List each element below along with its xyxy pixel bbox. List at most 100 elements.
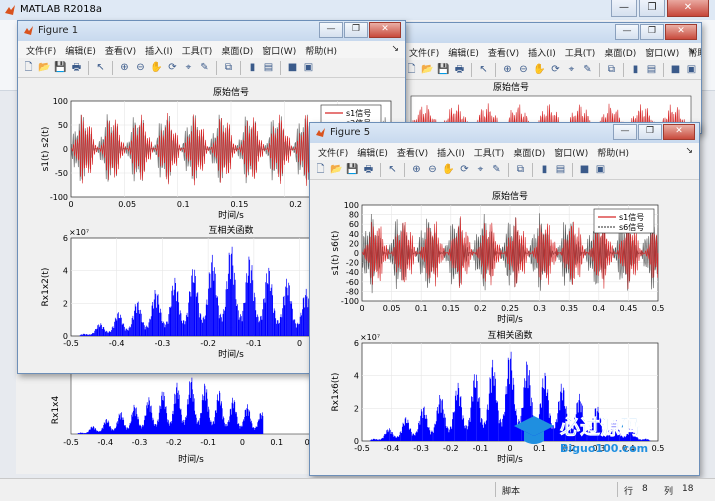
print-icon[interactable]: 🖶: [363, 164, 374, 175]
figure-back-menu-item[interactable]: 窗口(W): [645, 49, 680, 59]
top-ytick-label: -100: [341, 297, 359, 306]
figure-5-menu-item[interactable]: 桌面(D): [513, 149, 546, 159]
pointer-icon[interactable]: ↖: [96, 62, 105, 73]
hide-tools-icon[interactable]: ■: [579, 164, 590, 175]
minimize-button[interactable]: —: [611, 0, 637, 17]
brush-icon[interactable]: ✎: [492, 164, 501, 175]
figure-5-menu-item[interactable]: 文件(F): [318, 149, 349, 159]
colorbar-icon[interactable]: ▮: [632, 64, 639, 75]
top-xtick-label: 0.4: [592, 304, 605, 313]
figure-window-back[interactable]: — ❐ ✕ 文件(F) 编辑(E) 查看(V) 插入(I) 工具(T) 桌面(D) 窗口(W…: [400, 22, 702, 134]
zoom-out-icon[interactable]: ⊖: [136, 62, 145, 73]
pan-icon[interactable]: ✋: [150, 62, 163, 73]
link-plot-icon[interactable]: ⧉: [607, 64, 616, 75]
new-file-icon[interactable]: 🗋: [407, 64, 416, 75]
figure-5-menu-item[interactable]: 工具(T): [473, 149, 505, 159]
pan-icon[interactable]: ✋: [533, 64, 546, 75]
rotate-icon[interactable]: ⟳: [460, 164, 469, 175]
top-plot-ylabel: s1(t) s6(t): [331, 231, 341, 276]
hide-tools-icon[interactable]: ■: [670, 64, 681, 75]
figure-5-menu-item[interactable]: 窗口(W): [554, 149, 589, 159]
save-icon[interactable]: 💾: [346, 164, 359, 175]
watermark: 必过源码 Biguo100.com: [510, 408, 690, 458]
figure-back-restore-button[interactable]: ❐: [640, 24, 664, 40]
colorbar-icon[interactable]: ▮: [249, 62, 256, 73]
figure-back-menu-item[interactable]: 文件(F): [409, 49, 440, 59]
legend-entry: s1信号: [619, 212, 644, 222]
figure-1-menu-item[interactable]: 文件(F): [26, 47, 57, 57]
legend-icon[interactable]: ▤: [555, 164, 566, 175]
figure-1-menu-item[interactable]: 查看(V): [104, 47, 137, 57]
brush-icon[interactable]: ✎: [583, 64, 592, 75]
figure-5-menu-item[interactable]: 插入(I): [437, 149, 465, 159]
restore-button[interactable]: ❐: [639, 0, 665, 17]
link-plot-icon[interactable]: ⧉: [224, 62, 233, 73]
top-xtick-label: 0: [68, 200, 73, 209]
figure-1-minimize-button[interactable]: —: [319, 22, 343, 38]
open-folder-icon[interactable]: 📂: [38, 62, 51, 73]
menubar-dock-arrow-icon[interactable]: ↘: [685, 146, 693, 156]
figure-1-menu-item[interactable]: 编辑(E): [65, 47, 96, 57]
figure-1-menu-item[interactable]: 工具(T): [181, 47, 213, 57]
figure-back-menu-item[interactable]: 工具(T): [564, 49, 596, 59]
figure-5-menu-item[interactable]: 帮助(H): [597, 149, 629, 159]
data-cursor-icon[interactable]: ⌖: [477, 164, 484, 175]
figure-5-window[interactable]: Figure 5 — ❐ ✕ 文件(F) 编辑(E) 查看(V) 插入(I) 工具(T)…: [309, 122, 700, 476]
legend-icon[interactable]: ▤: [263, 62, 274, 73]
menubar-dock-arrow-icon[interactable]: ↘: [391, 44, 399, 54]
new-file-icon[interactable]: 🗋: [316, 164, 325, 175]
open-folder-icon[interactable]: 📂: [421, 64, 434, 75]
zoom-out-icon[interactable]: ⊖: [428, 164, 437, 175]
top-ytick-label: -50: [55, 169, 68, 178]
dock-icon[interactable]: ▣: [595, 164, 606, 175]
new-file-icon[interactable]: 🗋: [24, 62, 33, 73]
save-icon[interactable]: 💾: [437, 64, 450, 75]
print-icon[interactable]: 🖶: [454, 64, 465, 75]
colorbar-icon[interactable]: ▮: [541, 164, 548, 175]
zoom-out-icon[interactable]: ⊖: [519, 64, 528, 75]
open-folder-icon[interactable]: 📂: [330, 164, 343, 175]
figure-back-menu-item[interactable]: 插入(I): [528, 49, 556, 59]
legend-icon[interactable]: ▤: [646, 64, 657, 75]
figure-back-close-button[interactable]: ✕: [665, 24, 697, 40]
figure-back-menu-item[interactable]: 帮助(H): [688, 49, 701, 59]
zoom-in-icon[interactable]: ⊕: [412, 164, 421, 175]
figure-1-title: Figure 1: [38, 25, 79, 36]
figure-back-menu-item[interactable]: 查看(V): [487, 49, 520, 59]
signal-s1-line: [361, 216, 659, 289]
dock-icon[interactable]: ▣: [686, 64, 697, 75]
zoom-in-icon[interactable]: ⊕: [503, 64, 512, 75]
figure-5-minimize-button[interactable]: —: [613, 124, 637, 140]
figure-1-menu-item[interactable]: 插入(I): [145, 47, 173, 57]
figure-5-legend[interactable]: [593, 208, 655, 234]
toolbar-separator: [280, 60, 281, 75]
brush-icon[interactable]: ✎: [200, 62, 209, 73]
figure-5-close-button[interactable]: ✕: [663, 124, 695, 140]
close-button[interactable]: ✕: [667, 0, 709, 17]
zoom-in-icon[interactable]: ⊕: [120, 62, 129, 73]
rotate-icon[interactable]: ⟳: [168, 62, 177, 73]
figure-5-restore-button[interactable]: ❐: [638, 124, 662, 140]
figure-back-toolbar: 🗋 📂 💾 🖶 ↖ ⊕ ⊖ ✋ ⟳ ⌖ ✎ ⧉ ▮ ▤ ■ ▣: [401, 60, 701, 80]
pointer-icon[interactable]: ↖: [479, 64, 488, 75]
figure-back-minimize-button[interactable]: —: [615, 24, 639, 40]
figure-1-menu-item[interactable]: 帮助(H): [305, 47, 337, 57]
link-plot-icon[interactable]: ⧉: [516, 164, 525, 175]
figure-back-menu-item[interactable]: 桌面(D): [604, 49, 637, 59]
dock-icon[interactable]: ▣: [303, 62, 314, 73]
figure-1-restore-button[interactable]: ❐: [344, 22, 368, 38]
figure-1-menu-item[interactable]: 窗口(W): [262, 47, 297, 57]
save-icon[interactable]: 💾: [54, 62, 67, 73]
data-cursor-icon[interactable]: ⌖: [185, 62, 192, 73]
pan-icon[interactable]: ✋: [442, 164, 455, 175]
figure-5-menu-item[interactable]: 编辑(E): [357, 149, 388, 159]
figure-5-menu-item[interactable]: 查看(V): [396, 149, 429, 159]
figure-back-menu-item[interactable]: 编辑(E): [448, 49, 479, 59]
pointer-icon[interactable]: ↖: [388, 164, 397, 175]
data-cursor-icon[interactable]: ⌖: [568, 64, 575, 75]
rotate-icon[interactable]: ⟳: [551, 64, 560, 75]
hide-tools-icon[interactable]: ■: [287, 62, 298, 73]
figure-1-close-button[interactable]: ✕: [369, 22, 401, 38]
print-icon[interactable]: 🖶: [71, 62, 82, 73]
figure-1-menu-item[interactable]: 桌面(D): [221, 47, 254, 57]
